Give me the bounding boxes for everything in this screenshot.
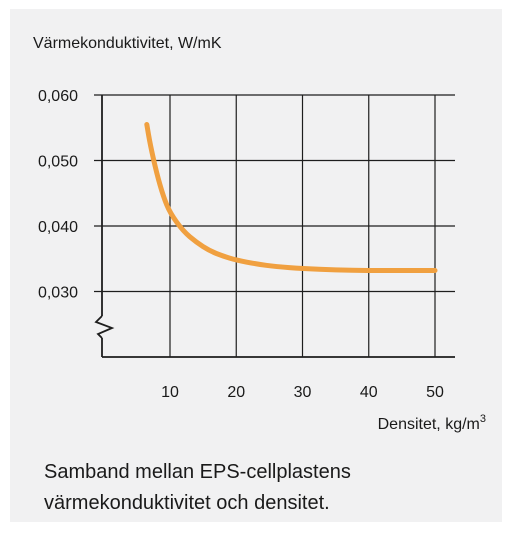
labels: Värmekonduktivitet, W/mK 0,060 0,050 0,040 0… xyxy=(33,35,486,433)
x-tick-label: 10 xyxy=(161,384,179,401)
y-tick-label: 0,030 xyxy=(38,285,78,302)
y-tick-label: 0,050 xyxy=(38,154,78,171)
y-tick-label: 0,040 xyxy=(38,219,78,236)
x-tick-label: 30 xyxy=(294,384,312,401)
x-axis-label: Densitet, kg/m3 xyxy=(378,413,486,433)
x-tick-label: 20 xyxy=(227,384,245,401)
caption-line-2: värmekonduktivitet och densitet. xyxy=(44,492,330,514)
chart: Värmekonduktivitet, W/mK 0,060 0,050 0,040 0… xyxy=(33,35,486,433)
y-tick-label: 0,060 xyxy=(38,88,78,105)
series-layer xyxy=(144,121,438,274)
x-tick-label: 40 xyxy=(360,384,378,401)
caption-line-1: Samband mellan EPS-cellplastens xyxy=(44,461,351,483)
x-tick-label: 50 xyxy=(426,384,444,401)
y-axis-label: Värmekonduktivitet, W/mK xyxy=(33,35,222,52)
y-axis-break xyxy=(94,315,115,339)
figure-card: Värmekonduktivitet, W/mK 0,060 0,050 0,040 0… xyxy=(10,9,502,522)
axes xyxy=(94,95,455,358)
figure-caption: Samband mellan EPS-cellplastens värmekon… xyxy=(44,457,504,519)
series-line xyxy=(144,121,438,274)
